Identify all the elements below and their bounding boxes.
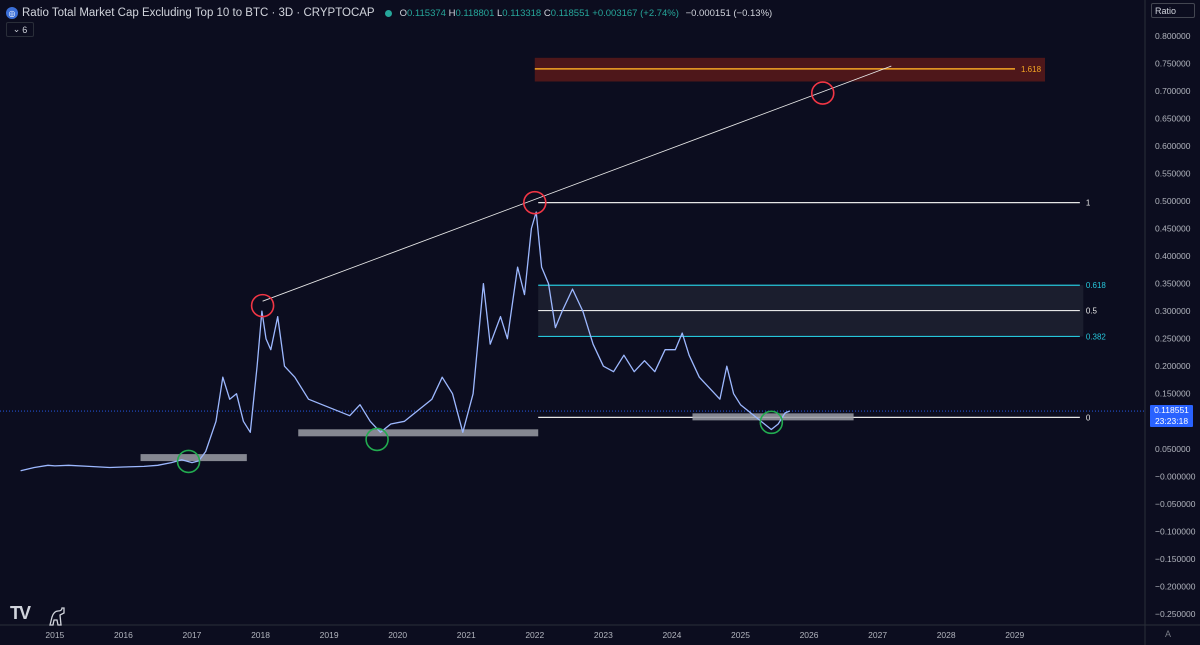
x-tick-label: 2029: [1005, 630, 1024, 640]
support-zone: [140, 454, 247, 462]
fib-level-label: 0: [1086, 413, 1091, 422]
y-tick-label: 0.250000: [1155, 334, 1191, 344]
bar-countdown: 23:23:18: [1154, 416, 1189, 426]
fib-level-label: 0.5: [1086, 307, 1098, 316]
x-tick-label: 2028: [937, 630, 956, 640]
x-tick-label: 2015: [45, 630, 64, 640]
y-tick-label: 0.550000: [1155, 168, 1191, 178]
y-tick-label: −0.250000: [1155, 609, 1196, 619]
y-tick-label: −0.200000: [1155, 581, 1196, 591]
dino-icon[interactable]: [46, 605, 68, 627]
y-tick-label: 0.450000: [1155, 224, 1191, 234]
low-label: L: [497, 7, 503, 19]
support-circle: [759, 410, 784, 435]
y-tick-label: 0.600000: [1155, 141, 1191, 151]
y-tick-label: 0.650000: [1155, 113, 1191, 123]
x-tick-label: 2023: [594, 630, 613, 640]
symbol-legend: ◎ Ratio Total Market Cap Excluding Top 1…: [6, 4, 772, 22]
high-label: H: [448, 7, 456, 19]
support-circle: [365, 427, 389, 452]
y-tick-label: 0.700000: [1155, 86, 1191, 96]
current-price-label: 0.118551 23:23:18: [1150, 405, 1193, 427]
y-tick-label: 0.200000: [1155, 361, 1191, 371]
y-tick-label: −0.150000: [1155, 554, 1196, 564]
tradingview-logo-icon[interactable]: TV: [10, 603, 31, 623]
low-value: 0.113318: [502, 7, 542, 19]
y-tick-label: 0.350000: [1155, 279, 1191, 289]
cryptocap-logo-icon: ◎: [6, 7, 18, 19]
open-label: O: [399, 7, 407, 19]
y-tick-label: 0.800000: [1155, 31, 1191, 41]
support-circle: [176, 449, 201, 474]
change-value: +0.003167 (+2.74%): [592, 7, 679, 19]
y-tick-label: 0.050000: [1155, 444, 1191, 454]
support-zone: [298, 429, 539, 437]
y-tick-label: 0.500000: [1155, 196, 1191, 206]
fib-level-label: 1.618: [1021, 65, 1042, 74]
fib-level-label: 1: [1086, 199, 1091, 208]
ohlc-values: O0.115374 H0.118801 L0.113318 C0.118551 …: [400, 8, 773, 19]
x-tick-label: 2020: [388, 630, 407, 640]
chevron-down-icon: ⌄: [12, 24, 21, 34]
x-tick-label: 2016: [114, 630, 133, 640]
support-zone: [692, 413, 854, 421]
open-value: 0.115374: [407, 7, 446, 19]
indicators-toggle-button[interactable]: ⌄ 6: [6, 22, 34, 37]
x-tick-label: 2017: [183, 630, 202, 640]
y-tick-label: 0.400000: [1155, 251, 1191, 261]
auto-scale-button[interactable]: A: [1165, 629, 1172, 639]
x-tick-label: 2027: [868, 630, 887, 640]
symbol-title[interactable]: Ratio Total Market Cap Excluding Top 10 …: [22, 7, 375, 19]
x-tick-label: 2021: [457, 630, 476, 640]
fib-level-label: 0.618: [1086, 281, 1107, 290]
y-tick-label: 0.150000: [1155, 389, 1191, 399]
indicator-count: 6: [22, 24, 28, 35]
trendline: [262, 65, 892, 302]
x-tick-label: 2024: [662, 630, 681, 640]
resistance-circle: [250, 293, 275, 318]
target-zone: [534, 57, 1045, 82]
x-tick-label: 2018: [251, 630, 270, 640]
y-tick-label: 0.300000: [1155, 306, 1191, 316]
x-tick-label: 2026: [800, 630, 819, 640]
close-value: 0.118551: [550, 7, 590, 19]
high-value: 0.118801: [455, 7, 495, 19]
y-tick-label: −0.000000: [1155, 471, 1196, 481]
current-price-value: 0.118551: [1154, 405, 1189, 415]
y-tick-label: 0.750000: [1155, 58, 1191, 68]
market-status-icon: [384, 9, 392, 17]
fib-level-label: 0.382: [1086, 332, 1107, 341]
y-tick-label: −0.100000: [1155, 526, 1196, 536]
x-tick-label: 2025: [731, 630, 750, 640]
scale-mode-badge[interactable]: Ratio: [1151, 3, 1195, 18]
y-tick-label: −0.050000: [1155, 499, 1196, 509]
close-label: C: [543, 7, 551, 19]
resistance-circle: [810, 81, 835, 105]
after-change-value: −0.000151 (−0.13%): [685, 7, 773, 19]
x-tick-label: 2019: [320, 630, 339, 640]
resistance-circle: [522, 190, 547, 215]
x-tick-label: 2022: [525, 630, 544, 640]
